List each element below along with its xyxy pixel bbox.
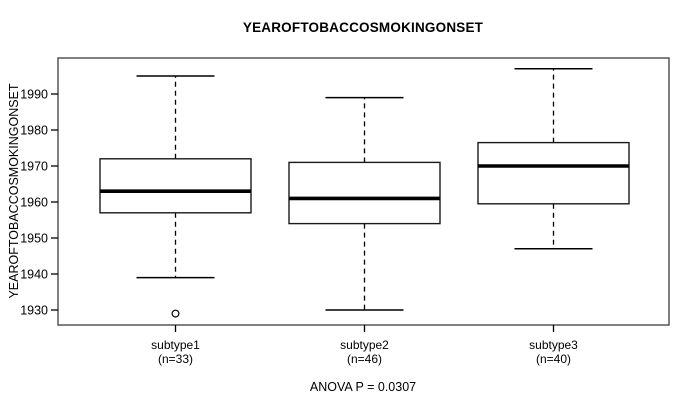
group-sublabel: (n=40) xyxy=(536,352,571,366)
y-tick-label: 1970 xyxy=(20,160,48,174)
group-label: subtype1 xyxy=(151,338,200,352)
plot-frame xyxy=(57,57,670,326)
anova-annotation: ANOVA P = 0.0307 xyxy=(310,380,416,394)
plot-content: 1930 1940 1950 1960 1970 1980 1990 subtype1(n=3… xyxy=(20,68,630,366)
y-tick-label: 1950 xyxy=(20,232,48,246)
iqr-box xyxy=(477,141,630,205)
outlier-point xyxy=(171,309,180,318)
chart-title: YEAROFTOBACCOSMOKINGONSET xyxy=(243,20,484,35)
y-tick-label: 1980 xyxy=(20,124,48,138)
iqr-box xyxy=(99,158,252,214)
y-tick-label: 1990 xyxy=(20,88,48,102)
y-tick-label: 1930 xyxy=(20,304,48,318)
y-tick-label: 1960 xyxy=(20,196,48,210)
y-tick-label: 1940 xyxy=(20,268,48,282)
group-label: subtype2 xyxy=(340,338,389,352)
group-sublabel: (n=33) xyxy=(158,352,193,366)
group-sublabel: (n=46) xyxy=(347,352,382,366)
y-axis-label: YEAROFTOBACCOSMOKINGONSET xyxy=(7,83,21,298)
box-group-subtype1: subtype1(n=33) xyxy=(99,75,252,366)
iqr-box xyxy=(288,161,441,225)
group-label: subtype3 xyxy=(529,338,578,352)
box-group-subtype3: subtype3(n=40) xyxy=(477,68,630,366)
box-group-subtype2: subtype2(n=46) xyxy=(288,96,441,366)
